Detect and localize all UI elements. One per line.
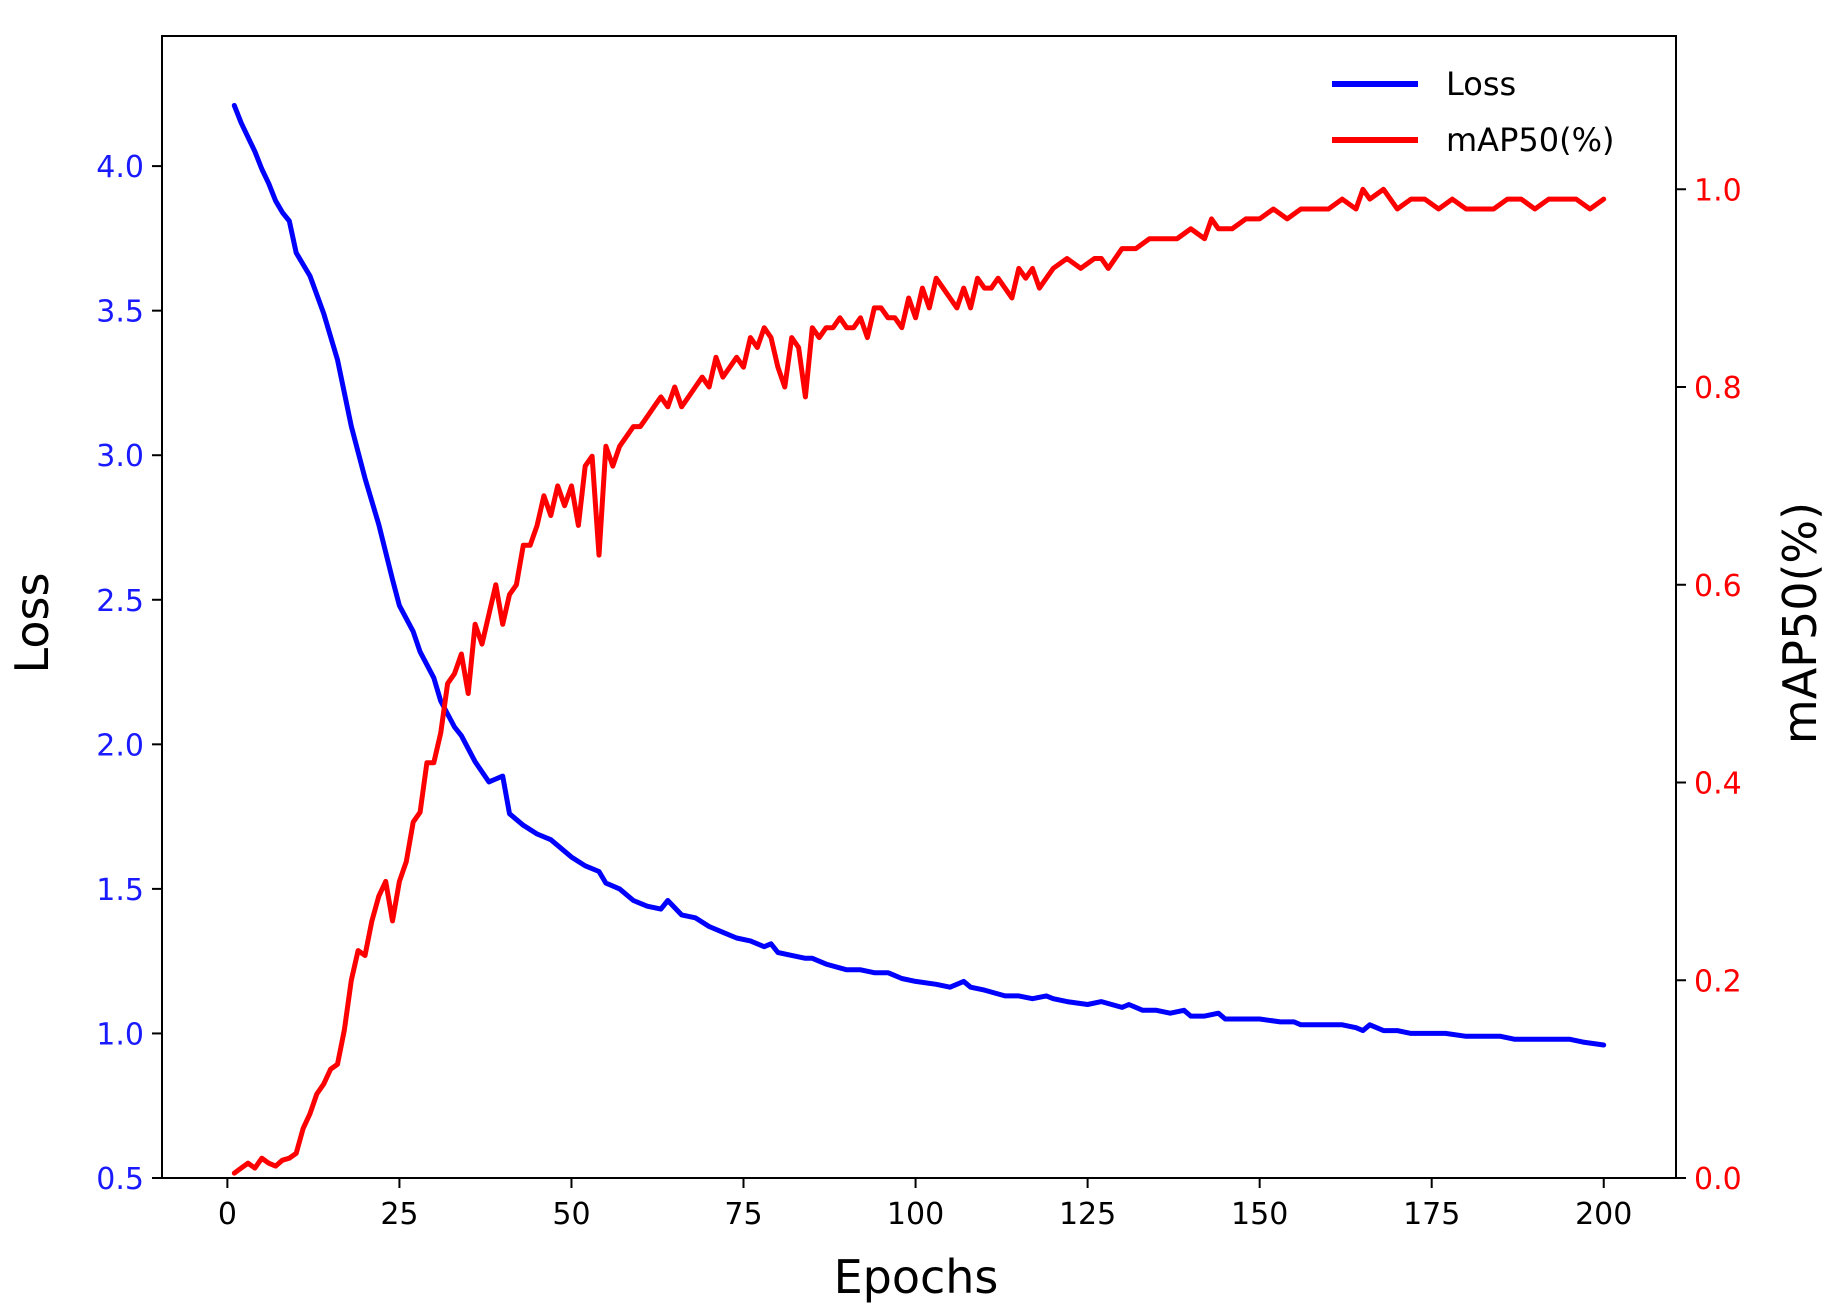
x-tick-label: 125 xyxy=(1059,1197,1116,1232)
y-right-tick-label: 0.8 xyxy=(1694,371,1742,406)
series-line-map50 xyxy=(231,186,1607,1176)
y-right-tick-label: 0.2 xyxy=(1694,964,1742,999)
legend-label-loss: Loss xyxy=(1446,65,1516,103)
x-tick-label: 200 xyxy=(1575,1197,1632,1232)
y-left-tick-label: 4.0 xyxy=(96,150,144,185)
x-tick-label: 100 xyxy=(887,1197,944,1232)
y-left-tick-label: 3.5 xyxy=(96,295,144,330)
x-axis: 0 25 50 75 100 125 150 175 200 xyxy=(218,1178,1632,1232)
y-left-tick-label: 3.0 xyxy=(96,439,144,474)
legend: Loss mAP50(%) xyxy=(1332,65,1614,159)
plot-frame xyxy=(161,35,1677,1179)
y-left-tick-label: 2.0 xyxy=(96,728,144,763)
series-layer xyxy=(231,102,1607,1176)
plot-area-border xyxy=(161,35,1677,1179)
series-line-loss xyxy=(231,102,1607,1048)
y-left-tick-label: 1.5 xyxy=(96,873,144,908)
y-right-tick-label: 1.0 xyxy=(1694,173,1742,208)
y-right-tick-label: 0.6 xyxy=(1694,569,1742,604)
y-left-tick-label: 2.5 xyxy=(96,584,144,619)
y-axis-left: 0.5 1.0 1.5 2.0 2.5 3.0 3.5 4.0 xyxy=(96,150,162,1197)
y-left-tick-label: 1.0 xyxy=(96,1017,144,1052)
y-right-tick-label: 0.4 xyxy=(1694,767,1742,802)
y-right-tick-label: 0.0 xyxy=(1694,1162,1742,1197)
legend-label-map50: mAP50(%) xyxy=(1446,121,1614,159)
x-tick-label: 150 xyxy=(1231,1197,1288,1232)
x-axis-title: Epochs xyxy=(834,1250,999,1304)
x-tick-label: 0 xyxy=(218,1197,237,1232)
x-tick-label: 25 xyxy=(380,1197,418,1232)
y-axis-right: 0.0 0.2 0.4 0.6 0.8 1.0 xyxy=(1676,173,1742,1197)
y-axis-left-title: Loss xyxy=(5,573,59,674)
y-axis-right-title: mAP50(%) xyxy=(1773,502,1827,744)
x-tick-label: 50 xyxy=(552,1197,590,1232)
x-tick-label: 75 xyxy=(724,1197,762,1232)
x-tick-label: 175 xyxy=(1403,1197,1460,1232)
y-left-tick-label: 0.5 xyxy=(96,1162,144,1197)
